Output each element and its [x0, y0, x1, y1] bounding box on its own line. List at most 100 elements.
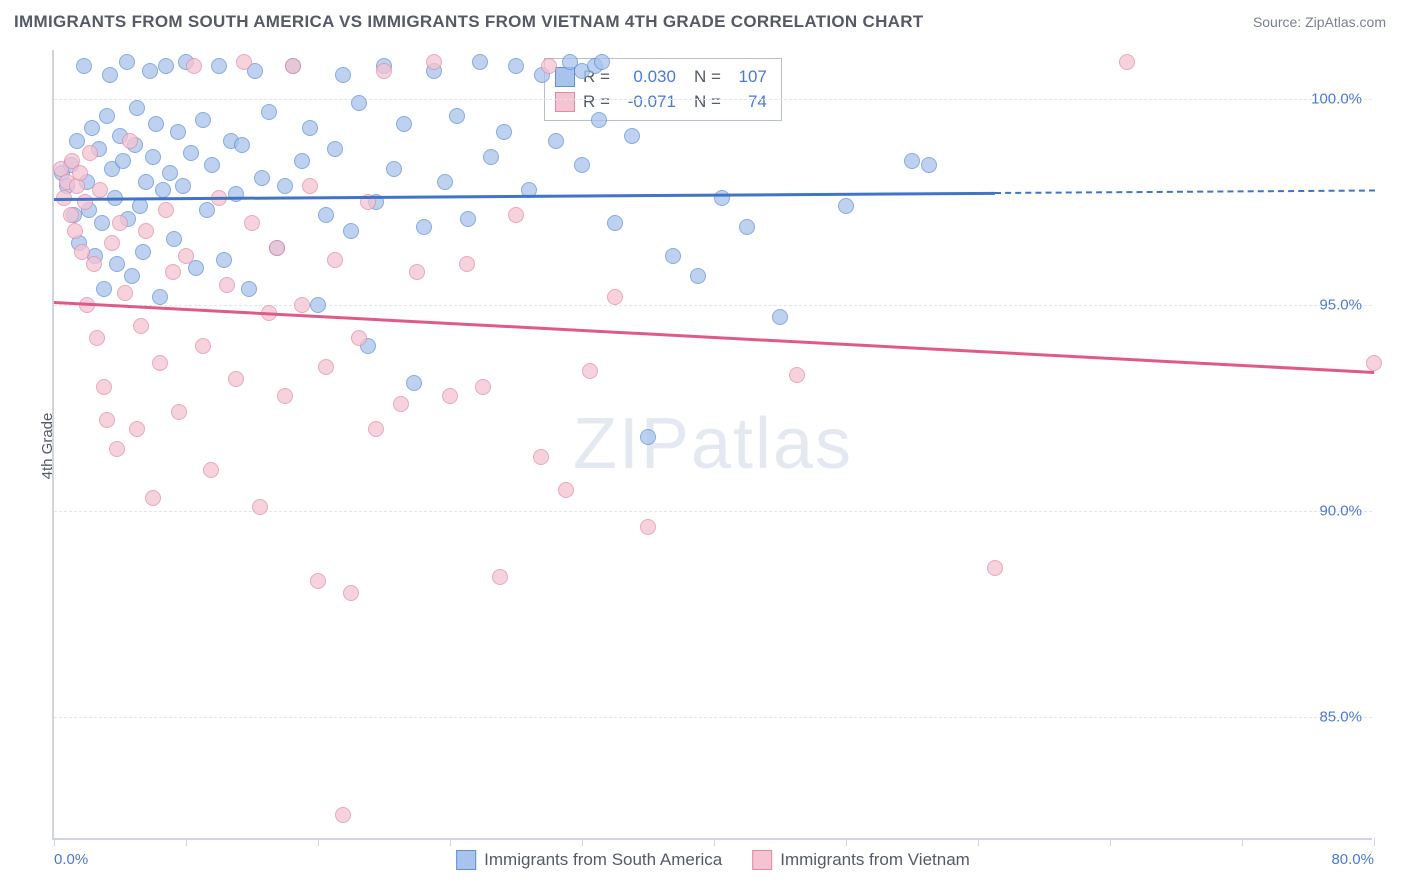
data-point — [541, 58, 557, 74]
data-point — [104, 235, 120, 251]
data-point — [302, 120, 318, 136]
data-point — [117, 285, 133, 301]
data-point — [442, 388, 458, 404]
data-point — [492, 569, 508, 585]
data-point — [548, 133, 564, 149]
data-point — [426, 54, 442, 70]
gridline — [54, 99, 1372, 100]
trend-line — [54, 301, 1374, 373]
xtick — [582, 838, 583, 846]
data-point — [640, 429, 656, 445]
data-point — [335, 807, 351, 823]
data-point — [318, 207, 334, 223]
data-point — [129, 100, 145, 116]
data-point — [449, 108, 465, 124]
legend-swatch — [555, 67, 575, 87]
data-point — [376, 63, 392, 79]
xtick — [318, 838, 319, 846]
xtick — [714, 838, 715, 846]
gridline — [54, 511, 1372, 512]
data-point — [109, 441, 125, 457]
data-point — [416, 219, 432, 235]
data-point — [89, 330, 105, 346]
data-point — [219, 277, 235, 293]
data-point — [132, 198, 148, 214]
ytick-label: 100.0% — [1311, 91, 1362, 108]
data-point — [211, 58, 227, 74]
xtick — [186, 838, 187, 846]
data-point — [351, 330, 367, 346]
data-point — [508, 207, 524, 223]
data-point — [327, 252, 343, 268]
data-point — [158, 202, 174, 218]
data-point — [158, 58, 174, 74]
legend-swatch — [555, 92, 575, 112]
data-point — [99, 412, 115, 428]
data-point — [133, 318, 149, 334]
data-point — [496, 124, 512, 140]
data-point — [145, 149, 161, 165]
data-point — [582, 363, 598, 379]
data-point — [84, 120, 100, 136]
legend-item: Immigrants from South America — [456, 850, 722, 870]
ytick-label: 85.0% — [1319, 708, 1362, 725]
data-point — [67, 223, 83, 239]
data-point — [368, 421, 384, 437]
legend-label: Immigrants from South America — [484, 850, 722, 870]
data-point — [129, 421, 145, 437]
data-point — [459, 256, 475, 272]
data-point — [99, 108, 115, 124]
data-point — [386, 161, 402, 177]
data-point — [115, 153, 131, 169]
data-point — [119, 54, 135, 70]
data-point — [1366, 355, 1382, 371]
legend-swatch — [752, 850, 772, 870]
data-point — [327, 141, 343, 157]
data-point — [574, 157, 590, 173]
data-point — [195, 112, 211, 128]
data-point — [82, 145, 98, 161]
data-point — [393, 396, 409, 412]
data-point — [1119, 54, 1135, 70]
data-point — [302, 178, 318, 194]
data-point — [170, 124, 186, 140]
data-point — [112, 215, 128, 231]
data-point — [558, 482, 574, 498]
data-point — [76, 58, 92, 74]
data-point — [244, 215, 260, 231]
data-point — [294, 153, 310, 169]
data-point — [285, 58, 301, 74]
data-point — [483, 149, 499, 165]
xtick — [1374, 838, 1375, 846]
data-point — [607, 215, 623, 231]
data-point — [789, 367, 805, 383]
data-point — [640, 519, 656, 535]
data-point — [921, 157, 937, 173]
data-point — [343, 585, 359, 601]
data-point — [165, 264, 181, 280]
data-point — [294, 297, 310, 313]
xtick — [846, 838, 847, 846]
data-point — [472, 54, 488, 70]
data-point — [166, 231, 182, 247]
scatter-plot: ZIPatlas R = 0.030N = 107R = -0.071N = 7… — [52, 50, 1372, 840]
xtick — [450, 838, 451, 846]
data-point — [228, 186, 244, 202]
data-point — [138, 174, 154, 190]
legend-label: Immigrants from Vietnam — [780, 850, 970, 870]
series-legend: Immigrants from South America Immigrants … — [456, 850, 970, 870]
data-point — [63, 207, 79, 223]
data-point — [772, 309, 788, 325]
data-point — [135, 244, 151, 260]
gridline — [54, 305, 1372, 306]
data-point — [96, 379, 112, 395]
data-point — [241, 281, 257, 297]
data-point — [310, 297, 326, 313]
data-point — [591, 112, 607, 128]
data-point — [199, 202, 215, 218]
data-point — [152, 355, 168, 371]
data-point — [594, 54, 610, 70]
data-point — [310, 573, 326, 589]
data-point — [162, 165, 178, 181]
data-point — [254, 170, 270, 186]
